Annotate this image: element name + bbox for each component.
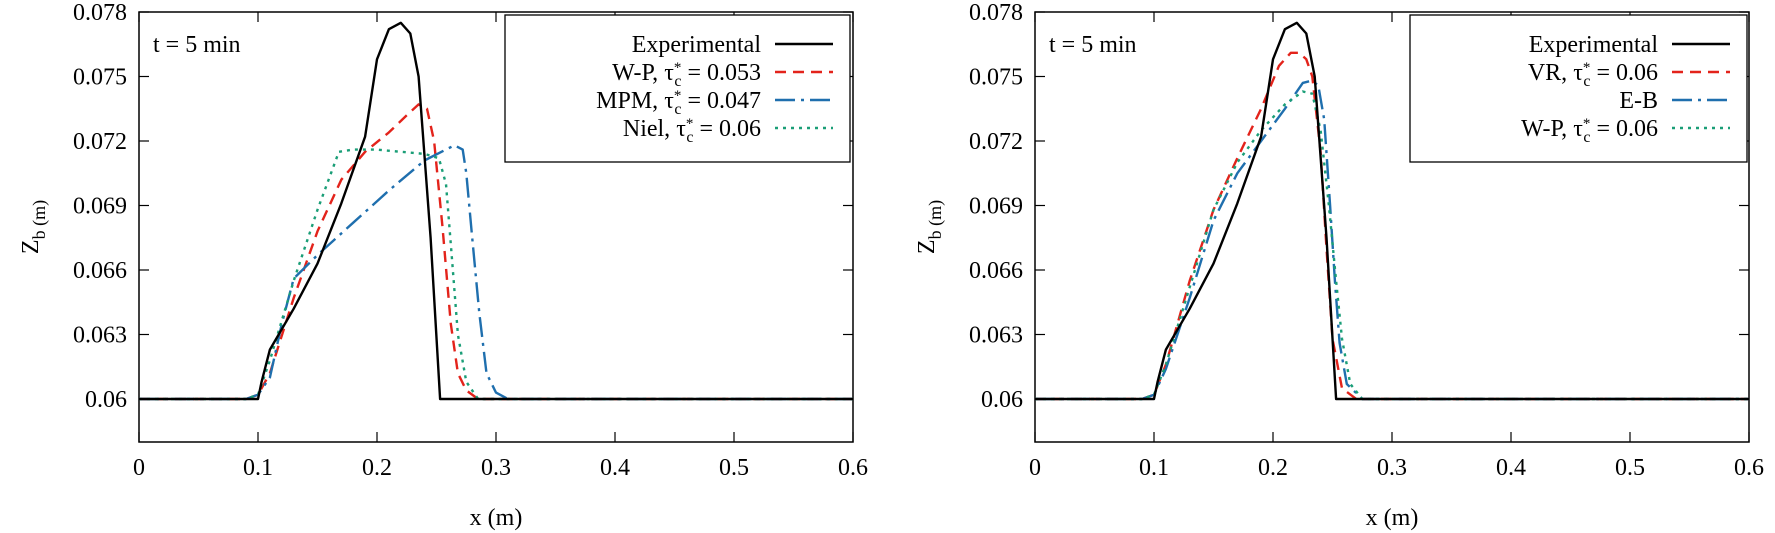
x-tick-label: 0.4 xyxy=(1496,455,1526,481)
y-tick-label: 0.078 xyxy=(73,0,127,26)
y-tick-label: 0.072 xyxy=(969,129,1023,155)
x-tick-label: 0.4 xyxy=(600,455,630,481)
series-lines xyxy=(1035,21,1749,401)
series-line-dotted xyxy=(1035,90,1749,401)
series-lines xyxy=(139,21,853,401)
legend-box xyxy=(504,14,851,163)
series-line-dashed xyxy=(139,103,853,401)
x-tick-label: 0.2 xyxy=(362,455,392,481)
x-tick-label: 0 xyxy=(133,455,145,481)
y-tick-label: 0.078 xyxy=(969,0,1023,26)
y-tick-label: 0.072 xyxy=(73,129,127,155)
legend-label: E-B xyxy=(1619,88,1658,114)
y-tick-label: 0.066 xyxy=(73,258,127,284)
y-tick-label: 0.075 xyxy=(969,65,1023,91)
y-axis-label: Zb (m) xyxy=(18,200,50,254)
chart-panel-2: 0 0.1 0.2 0.3 0.4 0.5 0.6 0.06 0.063 0.066 0.069 0.… xyxy=(914,0,1764,531)
y-tick-label: 0.063 xyxy=(969,323,1023,349)
y-tick-label: 0.075 xyxy=(73,65,127,91)
time-annotation: t = 5 min xyxy=(153,32,241,58)
y-tick-label: 0.069 xyxy=(73,194,127,220)
y-tick-label: 0.066 xyxy=(969,258,1023,284)
x-axis-label: x (m) xyxy=(470,505,523,531)
chart-panel-1: 0 0.1 0.2 0.3 0.4 0.5 0.6 0.06 0.063 0.066 0.069 0.… xyxy=(18,0,868,531)
legend-label: Experimental xyxy=(1529,32,1659,58)
x-tick-label: 0.1 xyxy=(1139,455,1169,481)
x-tick-label: 0.1 xyxy=(243,455,273,481)
y-tick-label: 0.069 xyxy=(969,194,1023,220)
time-annotation: t = 5 min xyxy=(1049,32,1137,58)
x-tick-label: 0.6 xyxy=(838,455,868,481)
x-tick-label: 0 xyxy=(1029,455,1041,481)
x-tick-label: 0.2 xyxy=(1258,455,1288,481)
series-line-dashdot xyxy=(1035,79,1749,401)
legend-label: W-P, τ* c = 0.06 xyxy=(1521,116,1658,146)
legend-box xyxy=(1409,14,1748,163)
x-tick-label: 0.5 xyxy=(1615,455,1645,481)
x-tick-label: 0.5 xyxy=(719,455,749,481)
x-tick-label: 0.6 xyxy=(1734,455,1764,481)
y-axis-label: Zb (m) xyxy=(914,200,946,254)
legend-label: Experimental xyxy=(632,32,762,58)
series-line-dotted xyxy=(139,148,853,401)
series-line-solid xyxy=(139,21,853,401)
legend-label: Niel, τ* c = 0.06 xyxy=(623,116,761,146)
x-axis-label: x (m) xyxy=(1366,505,1419,531)
legend-label: W-P, τ* c = 0.053 xyxy=(612,60,761,90)
x-tick-label: 0.3 xyxy=(481,455,511,481)
y-tick-label: 0.06 xyxy=(981,387,1023,413)
series-line-solid xyxy=(1035,21,1749,401)
legend-label: VR, τ* c = 0.06 xyxy=(1528,60,1658,90)
series-line-dashdot xyxy=(139,144,853,401)
x-tick-label: 0.3 xyxy=(1377,455,1407,481)
legend-label: MPM, τ* c = 0.047 xyxy=(596,88,761,118)
y-tick-label: 0.063 xyxy=(73,323,127,349)
y-tick-label: 0.06 xyxy=(85,387,127,413)
